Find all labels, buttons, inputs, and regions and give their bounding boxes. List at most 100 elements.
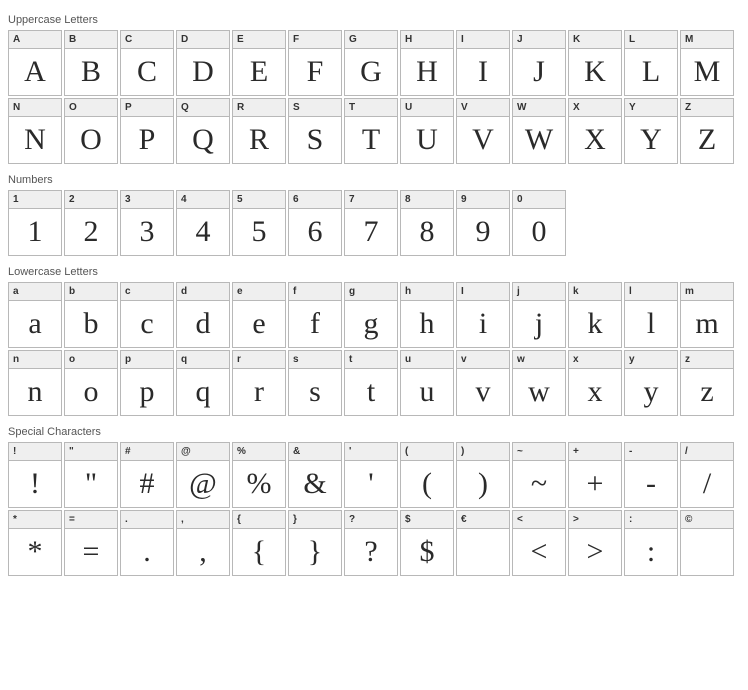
character-cell[interactable]: PP [120, 98, 174, 164]
character-cell[interactable]: ww [512, 350, 566, 416]
character-cell[interactable]: AA [8, 30, 62, 96]
character-cell[interactable]: jj [512, 282, 566, 348]
character-label: Z [681, 99, 733, 117]
character-cell[interactable]: qq [176, 350, 230, 416]
character-cell[interactable]: MM [680, 30, 734, 96]
character-cell[interactable]: ss [288, 350, 342, 416]
character-cell[interactable]: .. [120, 510, 174, 576]
character-label: X [569, 99, 621, 117]
character-cell[interactable]: hh [400, 282, 454, 348]
character-grid: 11223344556677889900 [8, 190, 740, 256]
character-cell[interactable]: gg [344, 282, 398, 348]
character-cell[interactable]: ee [232, 282, 286, 348]
character-glyph: Q [177, 117, 229, 163]
character-cell[interactable]: HH [400, 30, 454, 96]
character-cell[interactable]: $$ [400, 510, 454, 576]
character-cell[interactable]: TT [344, 98, 398, 164]
character-cell[interactable]: DD [176, 30, 230, 96]
character-cell[interactable]: nn [8, 350, 62, 416]
character-cell[interactable]: ## [120, 442, 174, 508]
character-cell[interactable]: VV [456, 98, 510, 164]
character-cell[interactable]: bb [64, 282, 118, 348]
character-cell[interactable]: SS [288, 98, 342, 164]
character-cell[interactable]: '' [344, 442, 398, 508]
character-cell[interactable]: kk [568, 282, 622, 348]
character-label: * [9, 511, 61, 529]
character-cell[interactable]: FF [288, 30, 342, 96]
character-cell[interactable]: 00 [512, 190, 566, 256]
character-cell[interactable]: {{ [232, 510, 286, 576]
character-cell[interactable]: aa [8, 282, 62, 348]
character-label: & [289, 443, 341, 461]
character-cell[interactable]: == [64, 510, 118, 576]
character-glyph: p [121, 369, 173, 415]
character-cell[interactable]: 88 [400, 190, 454, 256]
character-cell[interactable]: NN [8, 98, 62, 164]
character-cell[interactable]: -- [624, 442, 678, 508]
character-label: , [177, 511, 229, 529]
character-cell[interactable]: WW [512, 98, 566, 164]
character-cell[interactable]: cc [120, 282, 174, 348]
character-cell[interactable]: // [680, 442, 734, 508]
character-cell[interactable]: pp [120, 350, 174, 416]
character-cell[interactable]: %% [232, 442, 286, 508]
character-cell[interactable]: OO [64, 98, 118, 164]
character-cell[interactable]: "" [64, 442, 118, 508]
character-cell[interactable]: ,, [176, 510, 230, 576]
character-cell[interactable]: 55 [232, 190, 286, 256]
character-cell[interactable]: rr [232, 350, 286, 416]
character-cell[interactable]: ff [288, 282, 342, 348]
character-cell[interactable]: oo [64, 350, 118, 416]
character-cell[interactable]: RR [232, 98, 286, 164]
character-cell[interactable]: ++ [568, 442, 622, 508]
character-cell[interactable]: !! [8, 442, 62, 508]
character-cell[interactable]: XX [568, 98, 622, 164]
character-cell[interactable]: GG [344, 30, 398, 96]
character-cell[interactable]: tt [344, 350, 398, 416]
character-cell[interactable]: >> [568, 510, 622, 576]
character-cell[interactable]: ?? [344, 510, 398, 576]
character-cell[interactable]: mm [680, 282, 734, 348]
character-cell[interactable]: ** [8, 510, 62, 576]
character-glyph: A [9, 49, 61, 95]
character-cell[interactable]: II [456, 30, 510, 96]
character-cell[interactable]: BB [64, 30, 118, 96]
character-cell[interactable]: © [680, 510, 734, 576]
character-label: I [457, 283, 509, 301]
character-cell[interactable]: (( [400, 442, 454, 508]
character-cell[interactable]: ll [624, 282, 678, 348]
character-cell[interactable]: € [456, 510, 510, 576]
character-cell[interactable]: 44 [176, 190, 230, 256]
character-cell[interactable]: 66 [288, 190, 342, 256]
character-cell[interactable]: EE [232, 30, 286, 96]
character-cell[interactable]: CC [120, 30, 174, 96]
character-cell[interactable]: yy [624, 350, 678, 416]
character-label: Y [625, 99, 677, 117]
character-label: x [569, 351, 621, 369]
character-cell[interactable]: )) [456, 442, 510, 508]
character-cell[interactable]: dd [176, 282, 230, 348]
character-cell[interactable]: xx [568, 350, 622, 416]
character-cell[interactable]: uu [400, 350, 454, 416]
character-cell[interactable]: 22 [64, 190, 118, 256]
character-cell[interactable]: 77 [344, 190, 398, 256]
character-cell[interactable]: JJ [512, 30, 566, 96]
character-cell[interactable]: }} [288, 510, 342, 576]
character-cell[interactable]: YY [624, 98, 678, 164]
character-cell[interactable]: KK [568, 30, 622, 96]
character-cell[interactable]: 99 [456, 190, 510, 256]
character-cell[interactable]: 11 [8, 190, 62, 256]
character-cell[interactable]: @@ [176, 442, 230, 508]
character-cell[interactable]: QQ [176, 98, 230, 164]
character-cell[interactable]: LL [624, 30, 678, 96]
character-cell[interactable]: UU [400, 98, 454, 164]
character-cell[interactable]: << [512, 510, 566, 576]
character-cell[interactable]: vv [456, 350, 510, 416]
character-cell[interactable]: Ii [456, 282, 510, 348]
character-cell[interactable]: ZZ [680, 98, 734, 164]
character-cell[interactable]: && [288, 442, 342, 508]
character-cell[interactable]: :: [624, 510, 678, 576]
character-cell[interactable]: zz [680, 350, 734, 416]
character-cell[interactable]: ~~ [512, 442, 566, 508]
character-cell[interactable]: 33 [120, 190, 174, 256]
